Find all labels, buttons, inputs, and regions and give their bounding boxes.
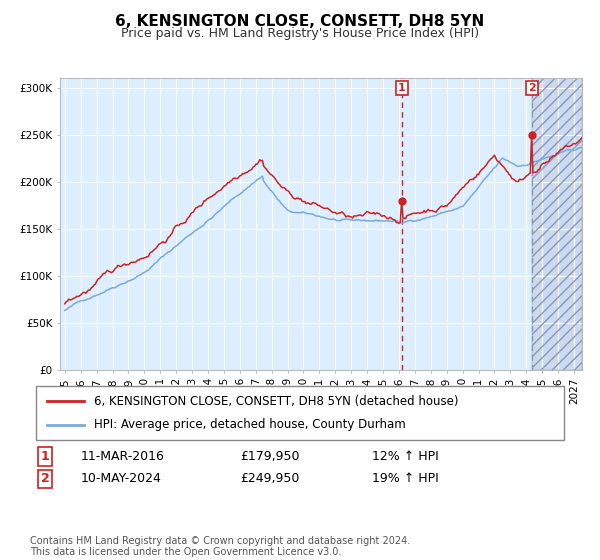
Bar: [532, 78, 582, 370]
Text: 6, KENSINGTON CLOSE, CONSETT, DH8 5YN (detached house): 6, KENSINGTON CLOSE, CONSETT, DH8 5YN (d…: [94, 395, 458, 408]
Bar: [532, 78, 582, 370]
FancyBboxPatch shape: [36, 386, 564, 440]
Text: 6, KENSINGTON CLOSE, CONSETT, DH8 5YN: 6, KENSINGTON CLOSE, CONSETT, DH8 5YN: [115, 14, 485, 29]
Text: Price paid vs. HM Land Registry's House Price Index (HPI): Price paid vs. HM Land Registry's House …: [121, 27, 479, 40]
Text: £249,950: £249,950: [240, 472, 299, 486]
Text: Contains HM Land Registry data © Crown copyright and database right 2024.
This d: Contains HM Land Registry data © Crown c…: [30, 535, 410, 557]
Text: HPI: Average price, detached house, County Durham: HPI: Average price, detached house, Coun…: [94, 418, 406, 431]
Text: 12% ↑ HPI: 12% ↑ HPI: [372, 450, 439, 463]
Text: 2: 2: [41, 472, 49, 486]
Text: 2: 2: [529, 83, 536, 93]
Text: 11-MAR-2016: 11-MAR-2016: [81, 450, 165, 463]
Text: 19% ↑ HPI: 19% ↑ HPI: [372, 472, 439, 486]
Text: 1: 1: [41, 450, 49, 463]
Text: £179,950: £179,950: [240, 450, 299, 463]
Text: 1: 1: [398, 83, 406, 93]
Text: 10-MAY-2024: 10-MAY-2024: [81, 472, 162, 486]
